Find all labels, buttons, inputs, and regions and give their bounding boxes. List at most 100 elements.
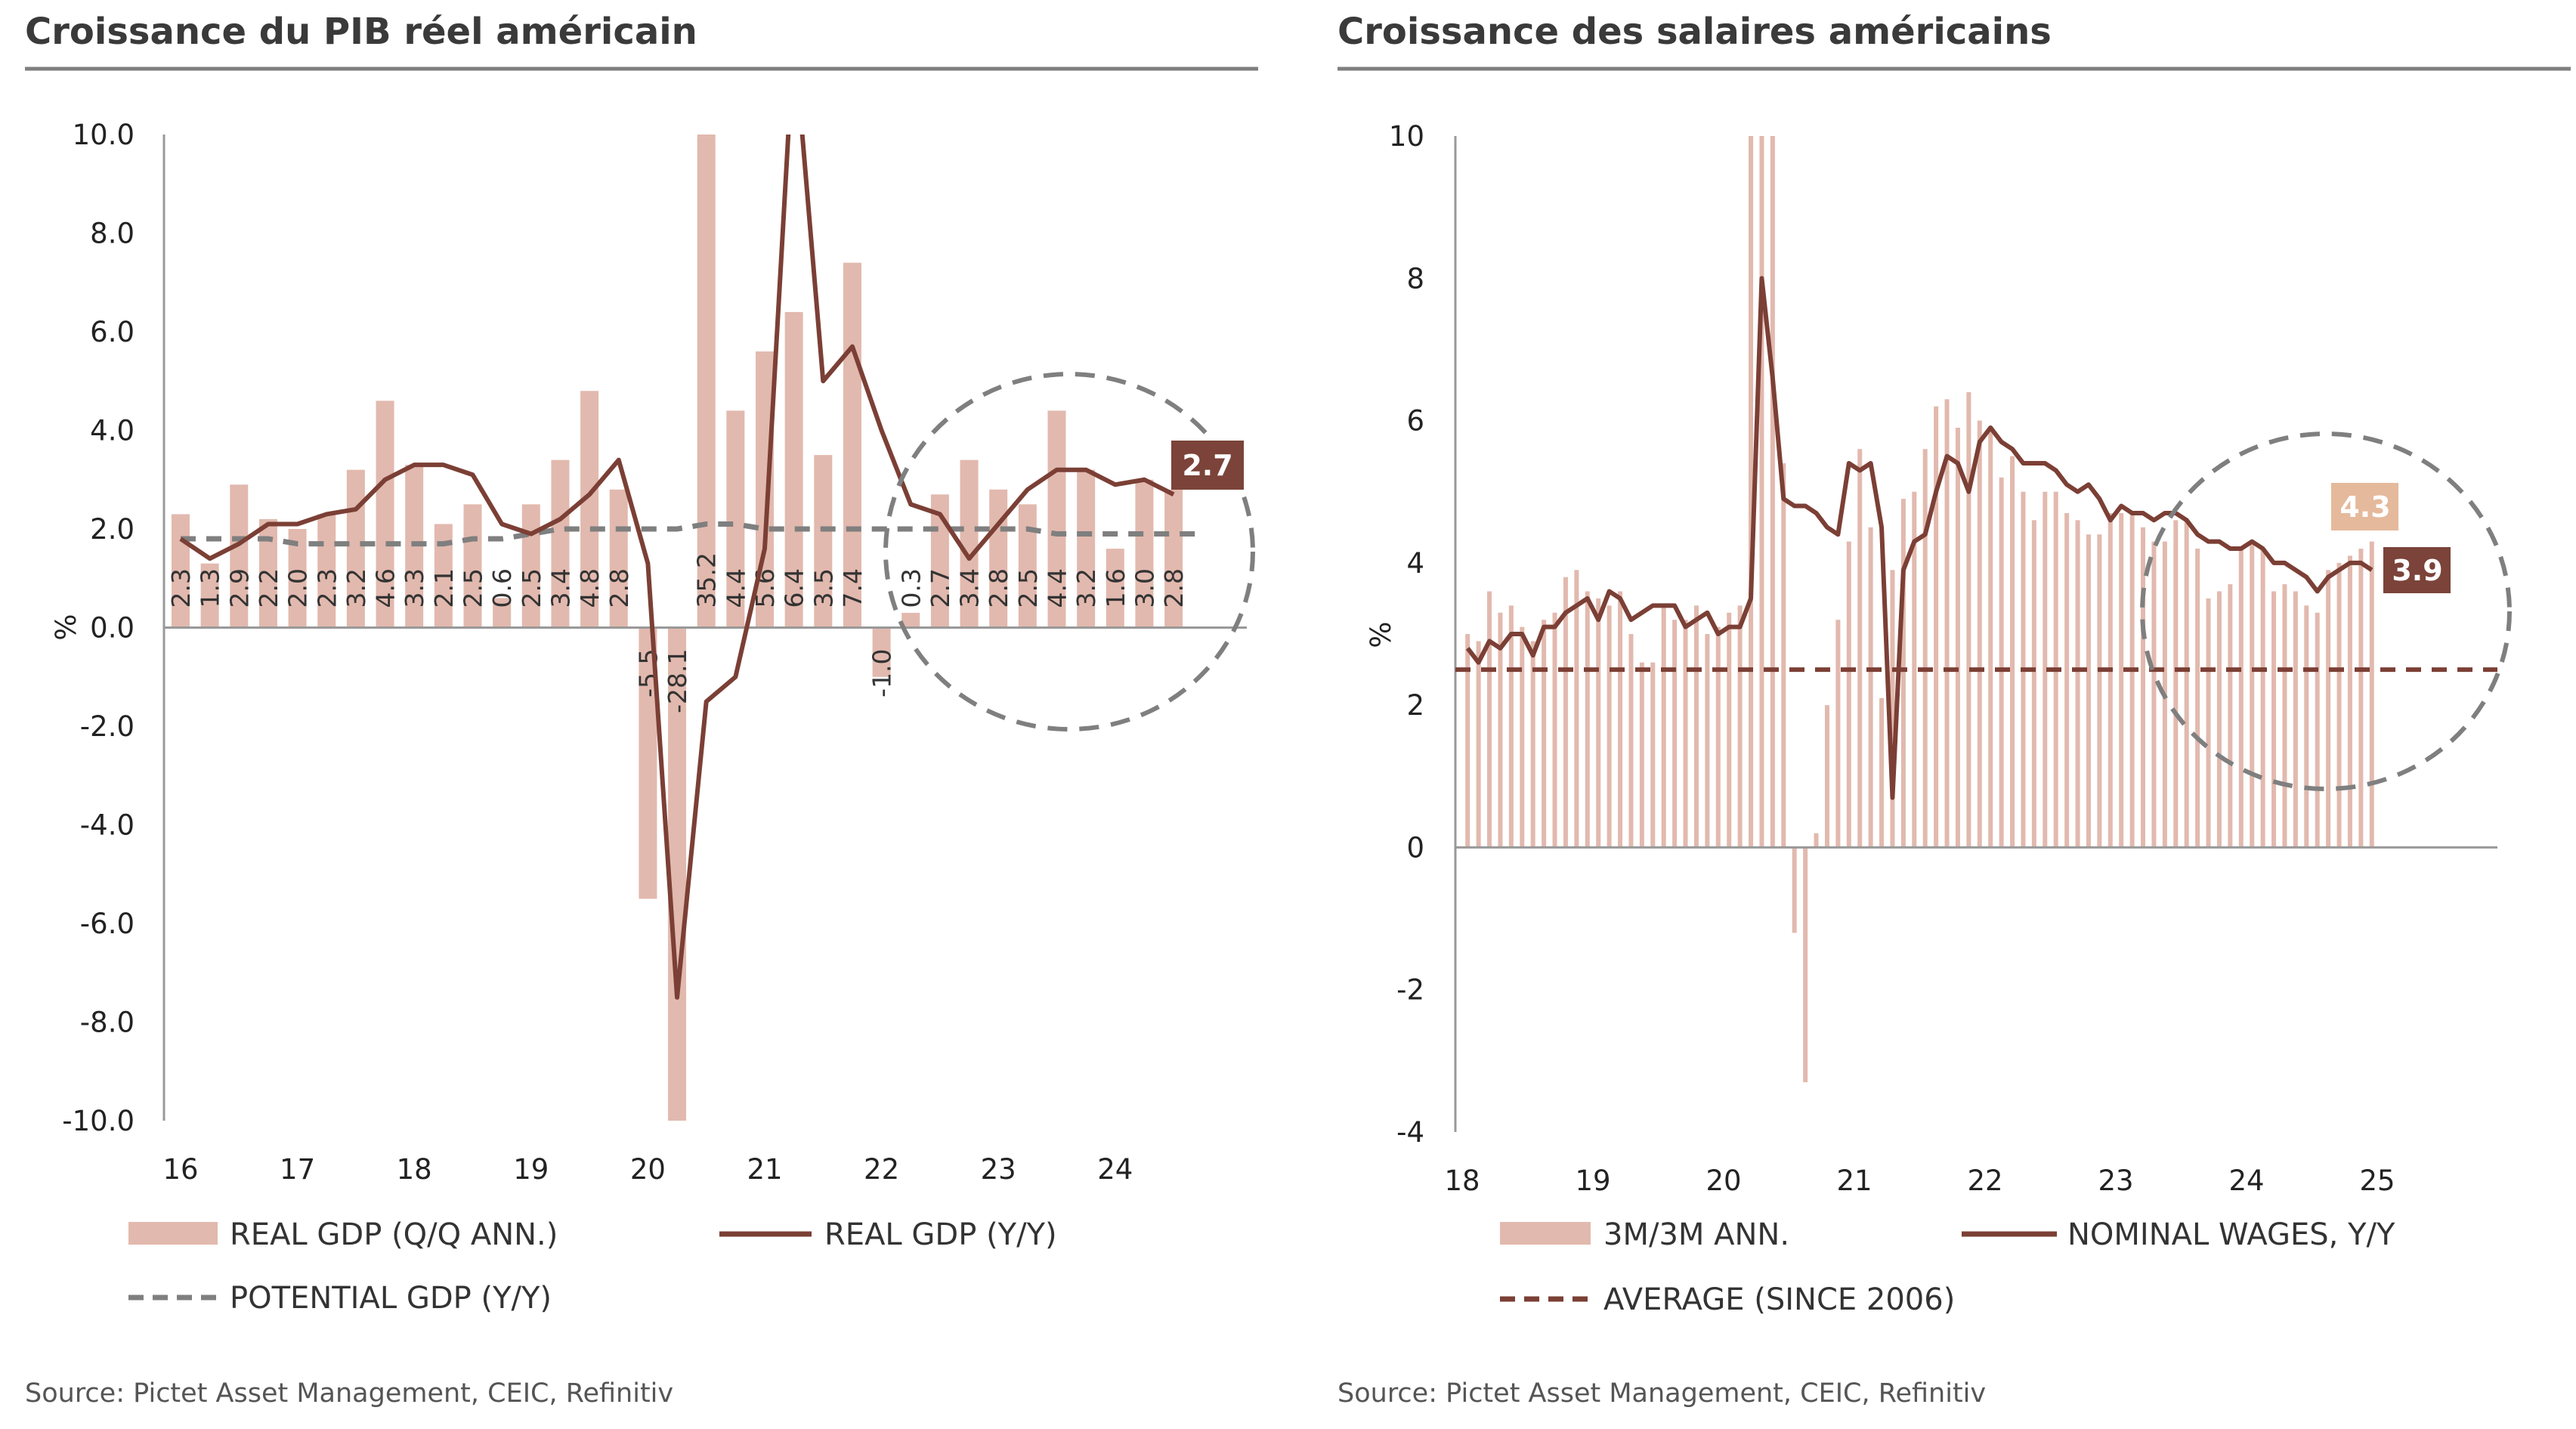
bar-wages-3m3m: [1715, 626, 1721, 848]
bar-wages-3m3m: [2206, 598, 2211, 848]
bar-wages-3m3m: [1530, 641, 1535, 848]
left-y-tick-label: -8.0: [80, 1007, 135, 1039]
line-real-gdp-yy: [179, 135, 1175, 1000]
bar-wages-3m3m: [1672, 620, 1678, 848]
bar-value-label: 0.6: [487, 568, 517, 608]
left-y-tick-label: -2.0: [80, 710, 135, 743]
bar-wages-3m3m: [1683, 620, 1688, 848]
bar-value-label: 2.8: [984, 568, 1013, 608]
bar-wages-3m3m: [1596, 598, 1601, 848]
right-x-tick-label: 19: [1575, 1165, 1610, 1197]
bar-value-label: 2.5: [459, 568, 488, 608]
bar-value-label: 3.4: [955, 568, 985, 608]
bar-wages-3m3m: [1737, 605, 1743, 848]
bar-wages-3m3m: [1814, 833, 1819, 848]
bar-wages-3m3m: [1803, 847, 1808, 1083]
bar-wages-3m3m: [1890, 570, 1895, 848]
bar-value-label: 3.0: [1130, 568, 1159, 608]
bar-wages-3m3m: [1487, 591, 1492, 848]
bar-wages-3m3m: [2119, 512, 2124, 848]
bar-wages-3m3m: [1934, 406, 1939, 848]
bar-wages-3m3m: [2043, 491, 2048, 848]
right-y-tick-label: -4: [1396, 1116, 1424, 1149]
bar-wages-3m3m: [1661, 605, 1666, 848]
bar-real-gdp-qq: [1135, 479, 1154, 628]
bar-wages-3m3m: [1944, 399, 1950, 848]
left-y-tick-label: 2.0: [90, 513, 135, 546]
bar-real-gdp-qq: [463, 504, 482, 628]
bar-wages-3m3m: [2195, 549, 2200, 848]
bar-wages-3m3m: [1922, 449, 1928, 848]
bar-wages-3m3m: [1955, 427, 1960, 848]
left-y-tick-label: -10.0: [62, 1105, 135, 1137]
left-y-tick-label: 8.0: [90, 218, 135, 250]
right-y-tick-label: 6: [1406, 405, 1424, 438]
bar-wages-3m3m: [2250, 541, 2255, 848]
bar-value-label: 2.3: [312, 568, 342, 608]
bar-real-gdp-qq: [872, 627, 891, 677]
bar-real-gdp-qq: [521, 504, 540, 628]
bar-wages-3m3m: [1705, 634, 1710, 848]
left-y-tick-label: 4.0: [90, 415, 135, 447]
bar-value-label: 2.0: [283, 568, 313, 608]
bar-wages-3m3m: [2347, 555, 2352, 848]
bar-wages-3m3m: [1650, 662, 1656, 848]
bar-wages-3m3m: [1520, 626, 1525, 848]
bar-wages-3m3m: [1912, 491, 1917, 848]
bar-wages-3m3m: [2315, 612, 2320, 848]
bar-wages-3m3m: [1563, 577, 1568, 848]
bar-value-label: 2.5: [1013, 568, 1043, 608]
left-x-tick-label: 21: [747, 1153, 782, 1186]
bar-value-label: 2.5: [517, 568, 546, 608]
left-y-tick-label: 10.0: [73, 119, 135, 151]
bar-wages-3m3m: [1868, 527, 1873, 848]
right-x-tick-label: 25: [2359, 1165, 2395, 1197]
bar-wages-3m3m: [2228, 584, 2233, 848]
bar-real-gdp-qq: [551, 459, 570, 628]
line-nominal-wages-yy: [1465, 276, 2373, 800]
bar-value-label: 2.2: [254, 568, 283, 608]
right-x-tick-label: 20: [1705, 1165, 1741, 1197]
bar-wages-3m3m: [1988, 427, 1993, 848]
bar-real-gdp-qq: [1106, 549, 1124, 628]
bar-value-label: 4.4: [1043, 568, 1072, 608]
left-x-tick-label: 16: [162, 1153, 198, 1186]
right-chart-title: Croissance des salaires américains: [1337, 11, 2052, 53]
left-y-tick-label: 0.0: [90, 612, 135, 645]
legend-average: AVERAGE (SINCE 2006): [1603, 1282, 1955, 1317]
bar-value-label: 3.4: [546, 568, 575, 608]
bar-real-gdp-qq: [697, 135, 716, 628]
bar-wages-3m3m: [1552, 612, 1557, 848]
bar-wages-3m3m: [2086, 534, 2091, 848]
bar-real-gdp-qq: [1018, 504, 1037, 628]
bar-wages-3m3m: [1693, 605, 1699, 848]
bar-wages-3m3m: [1792, 847, 1797, 933]
bar-value-label: 3.2: [342, 568, 371, 608]
bar-value-label: 1.3: [196, 568, 225, 608]
bar-value-label: 6.4: [780, 568, 809, 608]
left-x-tick-label: 17: [280, 1153, 315, 1186]
bar-value-label: -1.0: [867, 649, 897, 697]
bar-value-label: 7.4: [838, 568, 867, 608]
bar-real-gdp-qq: [843, 262, 861, 628]
bar-wages-3m3m: [2260, 549, 2265, 848]
bar-wages-3m3m: [1508, 605, 1514, 848]
line-potential-gdp: [181, 521, 1203, 547]
bar-wages-3m3m: [2238, 549, 2244, 848]
left-x-tick-label: 19: [513, 1153, 549, 1186]
bar-real-gdp-qq: [200, 563, 219, 628]
right-y-tick-label: 8: [1406, 262, 1424, 295]
bar-wages-3m3m: [2293, 591, 2298, 848]
left-x-tick-label: 24: [1097, 1153, 1133, 1186]
bar-wages-3m3m: [1749, 136, 1754, 848]
bar-wages-3m3m: [1465, 634, 1470, 848]
legend-swatch-3m3m: [1500, 1222, 1591, 1245]
bar-real-gdp-qq: [317, 514, 336, 628]
bar-wages-3m3m: [1966, 391, 1971, 848]
bar-wages-3m3m: [1770, 136, 1775, 848]
bar-wages-3m3m: [1879, 697, 1885, 848]
right-x-tick-label: 21: [1836, 1165, 1872, 1197]
bar-wages-3m3m: [2031, 520, 2036, 848]
bar-wages-3m3m: [2216, 591, 2222, 848]
bar-wages-3m3m: [2271, 591, 2277, 848]
